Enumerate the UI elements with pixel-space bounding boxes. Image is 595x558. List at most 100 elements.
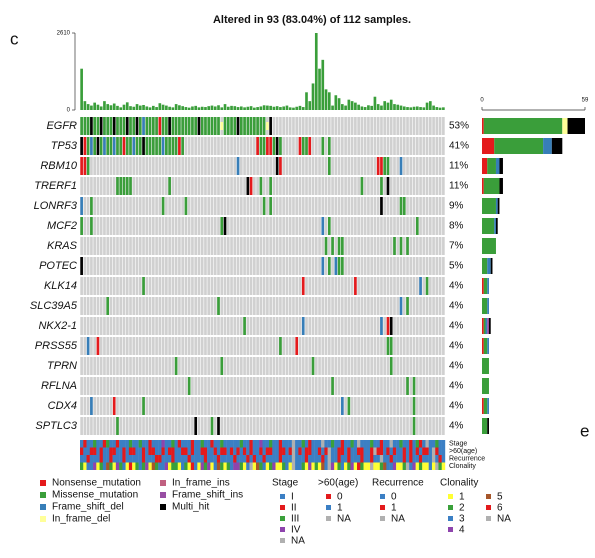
clinical-cell	[350, 447, 354, 455]
gene-bar-segment	[487, 318, 489, 334]
clinical-cell	[184, 455, 188, 463]
empty-cell	[409, 137, 413, 155]
empty-cell	[210, 377, 214, 395]
bar	[103, 101, 106, 110]
mutation-cell	[122, 117, 126, 135]
y-tick-label: 0	[67, 108, 71, 114]
clinical-cell	[246, 455, 250, 463]
empty-cell	[239, 157, 243, 175]
clinical-cell	[213, 447, 218, 455]
empty-cell	[432, 417, 435, 435]
empty-cell	[86, 297, 90, 315]
bar	[99, 106, 103, 110]
clinical-cell	[330, 455, 335, 463]
empty-cell	[194, 237, 198, 255]
empty-cell	[184, 377, 188, 395]
empty-cell	[288, 157, 292, 175]
empty-cell	[236, 277, 240, 295]
empty-cell	[422, 337, 426, 355]
empty-cell	[393, 417, 396, 435]
empty-cell	[145, 397, 149, 415]
clinical-cell	[164, 462, 169, 470]
empty-cell	[442, 317, 445, 335]
empty-cell	[122, 317, 126, 335]
empty-cell	[331, 217, 334, 235]
empty-cell	[438, 417, 442, 435]
empty-cell	[288, 317, 292, 335]
bar	[109, 105, 113, 110]
clinical-cell	[135, 462, 139, 470]
empty-cell	[259, 237, 263, 255]
empty-cell	[422, 197, 426, 215]
empty-cell	[83, 377, 87, 395]
empty-cell	[151, 417, 155, 435]
clinical-cell	[249, 462, 253, 470]
empty-cell	[243, 177, 246, 195]
empty-cell	[99, 217, 103, 235]
clinical-cell	[402, 455, 407, 463]
empty-cell	[165, 237, 168, 255]
empty-cell	[217, 337, 220, 355]
empty-cell	[145, 337, 149, 355]
empty-cell	[292, 357, 295, 375]
clinical-cell	[83, 440, 87, 448]
empty-cell	[399, 277, 403, 295]
empty-cell	[181, 217, 184, 235]
empty-cell	[122, 257, 126, 275]
bar	[292, 107, 295, 110]
gene-bar-segment	[483, 118, 563, 134]
empty-cell	[213, 277, 217, 295]
clinical-cell	[252, 440, 257, 448]
clinical-cell	[236, 447, 240, 455]
mutation-cell	[161, 137, 165, 155]
clinical-cell	[402, 440, 407, 448]
mutation-cell	[103, 137, 106, 155]
empty-cell	[412, 257, 416, 275]
empty-cell	[327, 297, 331, 315]
empty-cell	[389, 257, 393, 275]
empty-cell	[239, 217, 243, 235]
clinical-cell	[102, 447, 107, 455]
empty-cell	[262, 377, 266, 395]
empty-cell	[132, 257, 136, 275]
clinical-cell	[418, 440, 423, 448]
empty-cell	[318, 417, 321, 435]
empty-cell	[321, 297, 325, 315]
clinical-cell	[373, 447, 377, 455]
empty-cell	[429, 197, 432, 215]
legend-swatch	[448, 494, 453, 499]
empty-cell	[354, 397, 357, 415]
bar	[129, 106, 132, 110]
clinical-cell	[226, 455, 231, 463]
gene-bar-segment	[482, 198, 496, 214]
empty-cell	[220, 277, 224, 295]
legend-swatch	[280, 494, 285, 499]
mutation-cell	[83, 157, 87, 175]
empty-cell	[207, 297, 211, 315]
empty-cell	[435, 357, 439, 375]
empty-cell	[406, 117, 409, 135]
empty-cell	[236, 137, 240, 155]
empty-cell	[314, 157, 318, 175]
empty-cell	[197, 197, 201, 215]
empty-cell	[279, 417, 282, 435]
empty-cell	[210, 357, 214, 375]
empty-cell	[200, 237, 204, 255]
empty-cell	[204, 297, 207, 315]
clinical-cell	[435, 447, 439, 455]
clinical-cell	[223, 447, 227, 455]
empty-cell	[373, 317, 377, 335]
clinical-cell	[138, 455, 143, 463]
empty-cell	[406, 217, 409, 235]
clinical-cell	[132, 455, 136, 463]
clinical-cell	[190, 447, 195, 455]
empty-cell	[412, 157, 416, 175]
empty-cell	[129, 217, 132, 235]
empty-cell	[256, 197, 259, 215]
empty-cell	[305, 397, 308, 415]
empty-cell	[425, 337, 429, 355]
gene-bar-segment	[482, 338, 484, 354]
empty-cell	[253, 337, 256, 355]
empty-cell	[279, 357, 282, 375]
legend-swatch	[448, 516, 453, 521]
